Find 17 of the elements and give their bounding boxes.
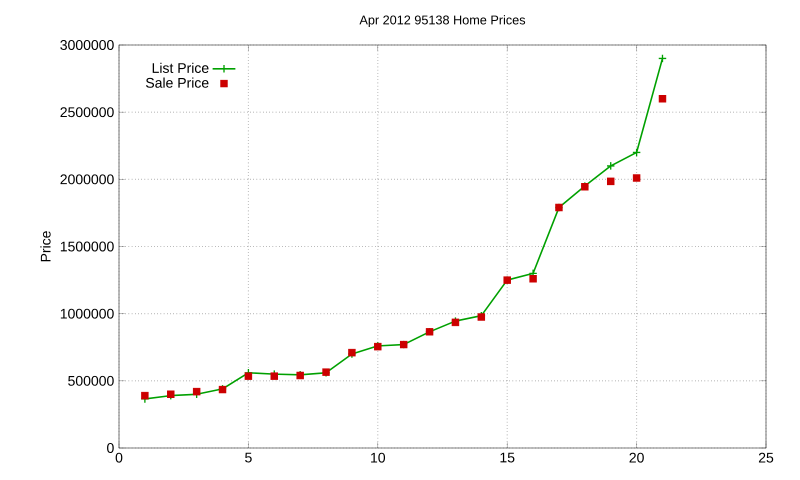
y-tick-label: 1000000 [60, 308, 114, 319]
legend-label: Sale Price [146, 78, 208, 88]
y-tick-label: 2000000 [60, 174, 114, 184]
x-tick-label: 20 [630, 452, 644, 463]
chart-title: Apr 2012 95138 Home Prices [359, 15, 526, 27]
x-tick-label: 25 [758, 452, 774, 463]
x-tick-label: 10 [371, 452, 386, 463]
y-tick-label: 2500000 [60, 107, 114, 118]
y-axis-title: Price [40, 231, 51, 262]
x-tick-label: 0 [116, 452, 122, 463]
y-tick-label: 500000 [68, 376, 114, 386]
y-tick-label: 0 [107, 443, 114, 453]
x-tick-label: 15 [500, 452, 514, 462]
y-tick-label: 3000000 [60, 40, 114, 50]
legend-label: List Price [152, 62, 208, 73]
x-tick-label: 5 [245, 452, 252, 462]
y-tick-label: 1500000 [60, 242, 114, 252]
